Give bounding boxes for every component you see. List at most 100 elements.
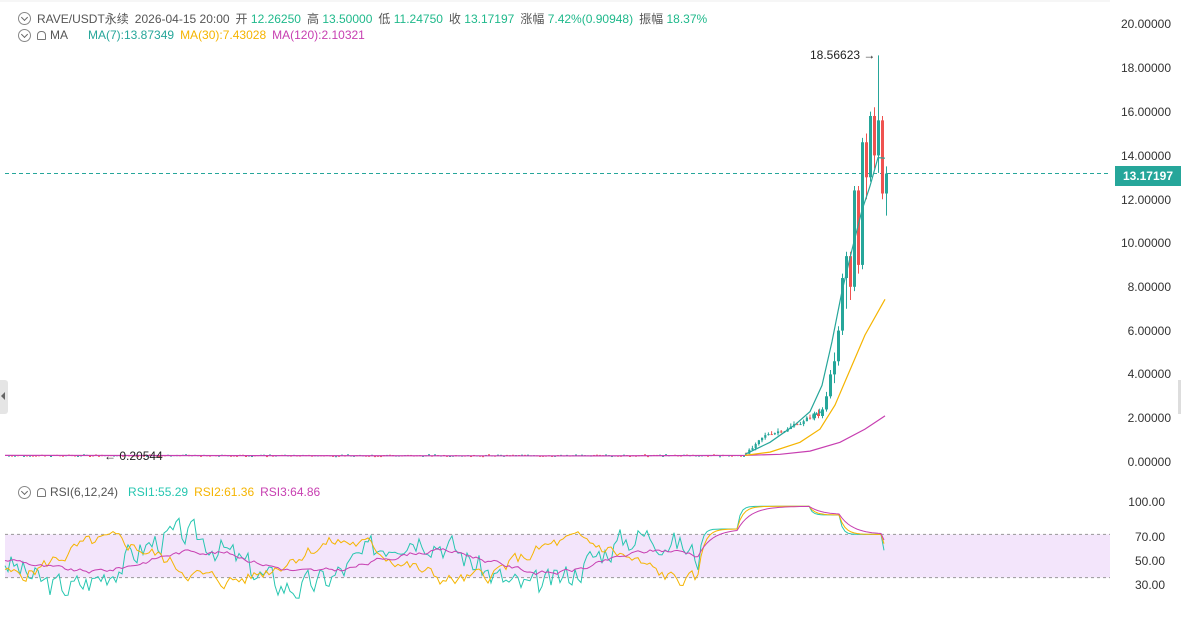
ma7-value: MA(7):13.87349 xyxy=(88,28,175,42)
candle xyxy=(719,456,721,458)
alert-bell-icon[interactable] xyxy=(37,487,46,497)
candle xyxy=(761,437,764,441)
candle xyxy=(35,455,37,457)
collapse-panel-handle[interactable] xyxy=(0,380,8,414)
candle xyxy=(845,256,848,279)
candle xyxy=(137,456,139,458)
candle xyxy=(873,115,876,156)
candle xyxy=(767,434,770,436)
candle xyxy=(143,455,145,457)
candle xyxy=(731,455,733,457)
candle xyxy=(849,256,852,287)
candle xyxy=(662,455,664,457)
candle xyxy=(122,455,124,457)
rsi-indicator-name: RSI(6,12,24) xyxy=(50,485,119,499)
candle xyxy=(347,454,349,456)
price-axis-label: 8.00000 xyxy=(1127,280,1171,294)
candle xyxy=(857,190,860,265)
candle xyxy=(877,120,880,156)
candle xyxy=(605,454,607,456)
price-axis-label: 14.00000 xyxy=(1120,149,1171,163)
candle xyxy=(707,455,709,457)
candle xyxy=(335,456,337,458)
rsi-axis-label: 30.00 xyxy=(1134,578,1165,592)
rsi1-value: RSI1:55.29 xyxy=(128,485,189,499)
candle xyxy=(449,455,451,457)
ma-legend: MA MA(7):13.87349 MA(30):7.43028 MA(120)… xyxy=(18,28,365,42)
ma120-line xyxy=(4,415,886,457)
candle xyxy=(23,455,25,457)
price-axis-label: 2.00000 xyxy=(1127,411,1171,425)
candle xyxy=(266,456,268,458)
candle xyxy=(751,448,754,450)
candle xyxy=(29,455,31,457)
ma7-line xyxy=(744,156,886,455)
candle xyxy=(869,115,872,178)
candle xyxy=(497,454,499,456)
alert-bell-icon[interactable] xyxy=(37,30,46,40)
candle xyxy=(380,456,382,458)
last-price-tag: 13.17197 xyxy=(1114,166,1181,186)
rsi-legend: RSI(6,12,24) RSI1:55.29 RSI2:61.36 RSI3:… xyxy=(18,485,320,499)
candle xyxy=(837,330,840,362)
collapse-icon[interactable] xyxy=(18,12,31,25)
candle xyxy=(488,454,490,456)
candle xyxy=(353,455,355,457)
candle xyxy=(799,424,802,426)
amplitude-value: 18.37% xyxy=(666,12,708,26)
candle xyxy=(8,455,10,457)
candle xyxy=(470,456,472,458)
candle xyxy=(644,454,646,456)
price-axis-label: 6.00000 xyxy=(1127,324,1171,338)
low-value: 11.24750 xyxy=(393,12,443,26)
candle xyxy=(665,454,667,456)
candle xyxy=(805,417,808,422)
candle xyxy=(527,454,529,456)
candle xyxy=(146,455,148,457)
candle xyxy=(251,456,253,458)
candle xyxy=(764,435,767,438)
price-axis-label: 16.00000 xyxy=(1120,105,1171,119)
candle xyxy=(434,454,436,456)
high-price-marker: 18.56623 → xyxy=(810,48,876,62)
rsi-axis-label: 100.00 xyxy=(1128,495,1165,509)
candle xyxy=(338,455,340,457)
collapse-icon[interactable] xyxy=(18,28,31,42)
candle xyxy=(861,142,864,265)
candle xyxy=(817,413,820,417)
candle xyxy=(236,455,238,457)
rsi3-line xyxy=(4,505,885,576)
candle xyxy=(743,455,745,457)
ma30-value: MA(30):7.43028 xyxy=(180,28,267,42)
collapse-icon[interactable] xyxy=(18,485,31,499)
candle xyxy=(50,455,52,457)
symbol-name: RAVE/USDT永续 xyxy=(37,12,129,26)
high-marker-value: 18.56623 xyxy=(810,48,861,62)
candle xyxy=(200,455,202,457)
price-axis-label: 4.00000 xyxy=(1127,367,1171,381)
candle xyxy=(647,456,649,458)
change-value: 7.42%(0.90948) xyxy=(547,12,634,26)
candle xyxy=(377,455,379,457)
candle xyxy=(865,142,868,178)
resize-handle[interactable] xyxy=(1178,380,1181,414)
candle xyxy=(770,434,773,436)
low-label: 低 xyxy=(378,12,391,26)
price-axis-label: 10.00000 xyxy=(1120,236,1171,250)
candle xyxy=(62,455,64,457)
candle xyxy=(777,431,780,434)
candle xyxy=(422,455,424,457)
candle xyxy=(815,412,818,415)
candle xyxy=(629,455,631,457)
candle xyxy=(611,456,613,458)
candle xyxy=(581,454,583,456)
rsi-axis-label: 50.00 xyxy=(1134,554,1165,568)
candle xyxy=(596,454,598,456)
candle xyxy=(332,455,334,457)
candle xyxy=(77,455,79,457)
candle xyxy=(841,278,844,331)
rsi-axis-label: 70.00 xyxy=(1134,530,1165,544)
candle xyxy=(14,455,16,457)
candle xyxy=(881,120,884,194)
